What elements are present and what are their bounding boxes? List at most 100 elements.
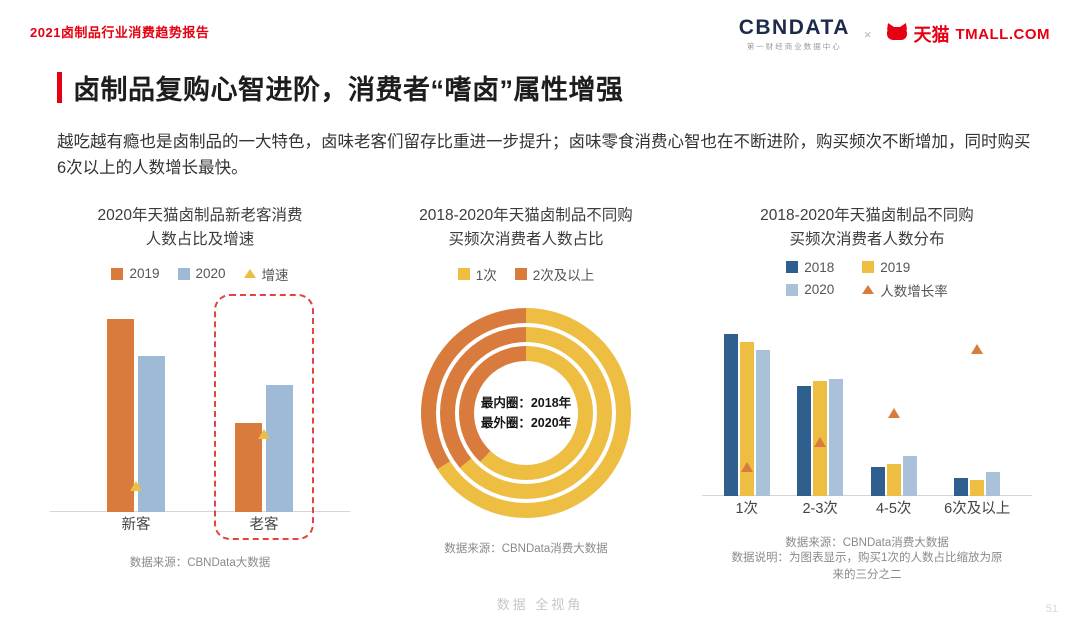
legend-item: 2020 bbox=[786, 280, 834, 300]
bar-cluster bbox=[954, 318, 1001, 496]
chart-title-line: 人数占比及增速 bbox=[145, 230, 255, 248]
legend-label: 增速 bbox=[261, 267, 289, 283]
bar-cluster bbox=[870, 318, 917, 496]
growth-marker bbox=[130, 480, 142, 491]
donut-center-line: 最外圈：2020年 bbox=[480, 415, 572, 430]
tmall-cat-icon bbox=[886, 22, 908, 46]
x-axis-line bbox=[702, 494, 1032, 496]
title-accent-bar bbox=[57, 72, 62, 104]
legend-label: 2019 bbox=[129, 266, 160, 282]
donut-hole bbox=[474, 360, 578, 465]
data-note-line: 数据说明：为图表显示，购买1次的人数占比缩放为原 bbox=[731, 551, 1003, 564]
bar-2019 bbox=[739, 341, 754, 496]
chart-legend: 2018 2019 2020 人数增长率 bbox=[702, 260, 1032, 300]
legend-item: 2018 bbox=[786, 260, 834, 275]
growth-marker bbox=[740, 461, 753, 472]
data-note-line: 来的三分之二 bbox=[832, 569, 902, 582]
square-swatch bbox=[786, 261, 799, 274]
legend-label: 2020 bbox=[195, 266, 226, 282]
legend-label: 2019 bbox=[880, 259, 911, 275]
tmall-logo-en: TMALL.COM bbox=[955, 25, 1050, 43]
legend-label: 2020 bbox=[804, 282, 835, 298]
square-swatch bbox=[862, 261, 875, 274]
bar-group: 新客 bbox=[107, 300, 165, 538]
header: 2021卤制品行业消费趋势报告 CBNDATA 第一财经商业数据中心 × 天猫 … bbox=[0, 0, 1080, 52]
grouped-bar-chart: 1次 2-3次 4-5次 6次及以上 bbox=[702, 318, 1032, 522]
bar-2020 bbox=[902, 455, 917, 496]
chart-title-line: 2018-2020年天猫卤制品不同购 bbox=[760, 206, 974, 224]
legend-item: 2019 bbox=[111, 266, 160, 282]
legend-item: 2019 bbox=[862, 260, 948, 275]
growth-marker bbox=[814, 437, 827, 448]
chart-legend: 2019 2020 增速 bbox=[50, 264, 350, 284]
donut-chart: 最内圈：2018年 最外圈：2020年 bbox=[421, 307, 631, 518]
bar-cluster bbox=[107, 300, 165, 512]
grouped-bar-chart: 新客 老客 bbox=[50, 293, 350, 540]
chart-new-old-customers: 2020年天猫卤制品新老客消费 人数占比及增速 2019 2020 增速 新客 老客 … bbox=[50, 204, 350, 585]
square-swatch bbox=[457, 267, 470, 280]
data-note: 数据说明：为图表显示，购买1次的人数占比缩放为原 来的三分之二 bbox=[702, 550, 1032, 585]
donut-center-line: 最内圈：2018年 bbox=[480, 395, 572, 410]
title-row: 卤制品复购心智进阶，消费者“嗜卤”属性增强 bbox=[57, 68, 1080, 107]
legend-label: 2次及以上 bbox=[532, 267, 595, 283]
growth-marker bbox=[258, 428, 270, 439]
category-label: 老客 bbox=[249, 516, 279, 533]
donut-center-label: 最内圈：2018年 最外圈：2020年 bbox=[470, 393, 582, 433]
bar-group: 6次及以上 bbox=[944, 318, 1010, 522]
chart-legend: 1次 2次及以上 bbox=[366, 264, 686, 284]
bar-2019 bbox=[886, 463, 901, 496]
legend-label: 人数增长率 bbox=[880, 283, 948, 299]
category-label: 2-3次 bbox=[802, 500, 838, 517]
charts-row: 2020年天猫卤制品新老客消费 人数占比及增速 2019 2020 增速 新客 老客 … bbox=[50, 204, 1032, 585]
chart-title-line: 2018-2020年天猫卤制品不同购 bbox=[419, 206, 633, 224]
cbndata-logo: CBNDATA 第一财经商业数据中心 bbox=[739, 16, 850, 52]
square-swatch bbox=[514, 267, 527, 280]
legend-item: 2020 bbox=[177, 266, 226, 282]
tmall-logo: 天猫 TMALL.COM bbox=[886, 21, 1050, 47]
legend-label: 1次 bbox=[475, 267, 497, 283]
data-source: 数据来源：CBNData消费大数据 bbox=[444, 542, 608, 555]
chart-title: 2018-2020年天猫卤制品不同购 买频次消费者人数占比 bbox=[366, 204, 686, 252]
watermark: 数据 全视角 bbox=[496, 597, 584, 612]
chart-title: 2018-2020年天猫卤制品不同购 买频次消费者人数分布 bbox=[702, 204, 1032, 252]
bar-group: 1次 bbox=[723, 318, 770, 522]
legend-item: 增速 bbox=[243, 264, 289, 284]
bar-2018 bbox=[723, 333, 738, 496]
triangle-swatch bbox=[862, 285, 875, 295]
body-paragraph: 越吃越有瘾也是卤制品的一大特色，卤味老客们留存比重进一步提升；卤味零食消费心智也… bbox=[57, 133, 1031, 178]
legend-item: 人数增长率 bbox=[862, 280, 948, 300]
chart-title-line: 买频次消费者人数占比 bbox=[448, 230, 604, 248]
cbndata-logo-subtitle: 第一财经商业数据中心 bbox=[746, 42, 842, 52]
triangle-swatch bbox=[243, 269, 256, 279]
category-label: 6次及以上 bbox=[944, 500, 1011, 517]
cbndata-logo-text: CBNDATA bbox=[738, 16, 850, 39]
chart-frequency-distribution: 2018-2020年天猫卤制品不同购 买频次消费者人数分布 2018 2019 20… bbox=[702, 204, 1032, 585]
square-swatch bbox=[111, 267, 124, 280]
report-series-title: 2021卤制品行业消费趋势报告 bbox=[30, 25, 210, 40]
chart-title: 2020年天猫卤制品新老客消费 人数占比及增速 bbox=[50, 204, 350, 252]
bar-2020 bbox=[266, 384, 293, 512]
bar-2018 bbox=[954, 477, 969, 496]
bar-2020 bbox=[138, 355, 165, 512]
page-title: 卤制品复购心智进阶，消费者“嗜卤”属性增强 bbox=[73, 75, 624, 106]
bar-cluster bbox=[235, 300, 293, 512]
bar-2020 bbox=[755, 349, 770, 496]
bar-group: 2-3次 bbox=[797, 318, 844, 522]
bar-2018 bbox=[797, 385, 812, 496]
bar-2020 bbox=[986, 471, 1001, 496]
x-axis-line bbox=[50, 510, 350, 512]
chart-frequency-share: 2018-2020年天猫卤制品不同购 买频次消费者人数占比 1次 2次及以上 最内… bbox=[366, 204, 686, 585]
chart-title-line: 买频次消费者人数分布 bbox=[789, 230, 945, 248]
bar-cluster bbox=[797, 318, 844, 496]
legend-item: 1次 bbox=[457, 264, 497, 284]
page-number: 51 bbox=[1045, 603, 1058, 615]
tmall-logo-cn: 天猫 bbox=[913, 25, 950, 46]
growth-marker bbox=[887, 408, 900, 419]
bar-2020 bbox=[829, 378, 844, 496]
bar-2019 bbox=[235, 422, 262, 512]
bar-2019 bbox=[970, 479, 985, 496]
bar-2019 bbox=[107, 318, 134, 512]
data-source: 数据来源：CBNData消费大数据 bbox=[785, 536, 949, 549]
legend-item: 2次及以上 bbox=[514, 264, 595, 284]
